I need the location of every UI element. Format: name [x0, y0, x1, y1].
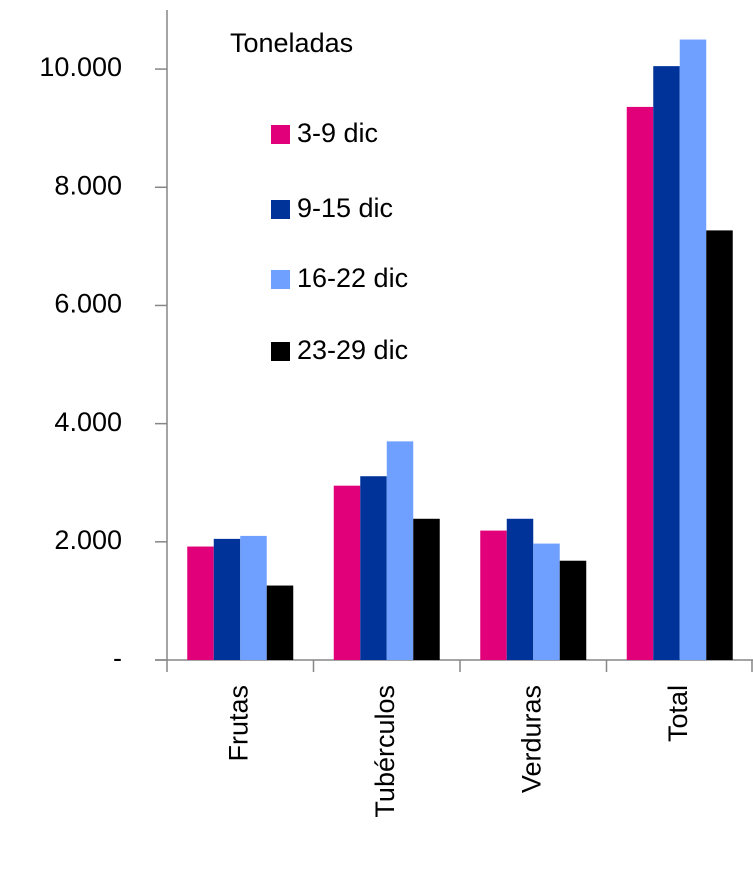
legend-swatch — [271, 270, 290, 289]
bar — [706, 230, 733, 660]
legend-title: Toneladas — [230, 28, 353, 58]
bar — [559, 560, 587, 660]
bar — [360, 476, 387, 660]
bar — [266, 585, 294, 660]
x-tick-label: Verduras — [516, 685, 546, 793]
legend-swatch — [271, 342, 290, 361]
bar — [386, 441, 414, 660]
bar — [653, 66, 680, 661]
bar — [679, 39, 707, 660]
x-tick-label: Frutas — [223, 685, 253, 762]
y-tick-label: 2.000 — [54, 525, 122, 555]
bar — [413, 518, 440, 660]
bar — [480, 530, 507, 660]
x-tick-label: Tubérculos — [370, 685, 400, 818]
y-tick-label: 6.000 — [54, 289, 122, 319]
bar — [506, 518, 534, 660]
legend-label: 9-15 dic — [297, 193, 393, 223]
bar — [533, 543, 560, 660]
x-tick-label: Total — [663, 685, 693, 742]
y-tick-label: 4.000 — [54, 407, 122, 437]
legend-swatch — [271, 200, 290, 219]
y-tick-label: - — [113, 643, 122, 673]
bar — [213, 538, 241, 660]
bar — [333, 485, 361, 660]
y-tick-label: 8.000 — [54, 170, 122, 200]
legend-label: 16-22 dic — [297, 263, 408, 293]
bar — [187, 546, 214, 660]
legend-label: 3-9 dic — [297, 118, 378, 148]
legend-swatch — [271, 125, 290, 144]
bar — [240, 535, 267, 660]
legend-label: 23-29 dic — [297, 335, 408, 365]
y-tick-label: 10.000 — [39, 52, 122, 82]
bar — [626, 106, 654, 661]
